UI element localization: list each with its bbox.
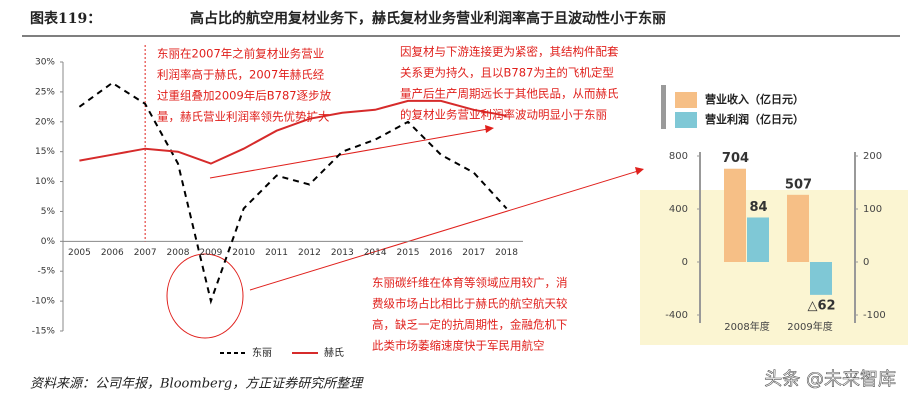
annotation: 利润率高于赫氏，2007年赫氏经 <box>157 68 325 82</box>
bar <box>787 194 809 262</box>
y-tick-label: 0% <box>41 237 56 247</box>
data-label: 84 <box>749 200 767 215</box>
annotation: 量产后生产周期远长于其他民品，从而赫氏 <box>400 87 619 101</box>
x-tick-label: 2009 <box>199 248 222 258</box>
y2-tick-label: 200 <box>863 151 882 162</box>
header-title: 高占比的航空用复材业务下，赫氏复材业务营业利润率高于且波动性小于东丽 <box>190 10 666 27</box>
x-tick-label: 2017 <box>462 248 485 258</box>
x-tick-label: 2010 <box>232 248 255 258</box>
legend-bar <box>661 85 666 129</box>
x-tick-label: 2009年度 <box>787 320 832 333</box>
annotation: 东丽碳纤维在体育等领域应用较广，消 <box>372 276 568 290</box>
legend-label: 赫氏 <box>324 347 344 359</box>
arrow <box>249 170 639 291</box>
y-tick-label: 0 <box>682 257 688 268</box>
header-label: 图表119： <box>30 10 101 27</box>
y-tick-label: -10% <box>32 297 56 307</box>
y-tick-label: 20% <box>35 117 55 127</box>
x-tick-label: 2006 <box>101 248 124 258</box>
annotation: 的复材业务营业利润率波动明显小于东丽 <box>400 108 607 122</box>
legend-swatch <box>675 112 697 128</box>
arrow-head <box>635 167 644 175</box>
x-tick-label: 2007 <box>134 248 157 258</box>
legend-label: 东丽 <box>252 346 272 359</box>
y2-tick-label: 0 <box>863 257 869 268</box>
line-series <box>79 99 507 165</box>
y-tick-label: 25% <box>35 87 55 97</box>
y-tick-label: -5% <box>37 267 55 277</box>
x-tick-label: 2008 <box>167 248 190 258</box>
annotation: 过重组叠加2009年后B787逐步放 <box>157 89 332 103</box>
y-tick-label: -400 <box>665 310 688 321</box>
data-label: 704 <box>722 151 749 166</box>
data-label: △62 <box>807 298 835 313</box>
x-tick-label: 2012 <box>298 248 321 258</box>
data-label: 507 <box>785 177 812 192</box>
legend-label: 营业利润（亿日元） <box>705 112 804 126</box>
legend-label: 营业收入（亿日元） <box>705 92 804 106</box>
x-tick-label: 2011 <box>265 248 288 258</box>
x-tick-label: 2016 <box>429 248 452 258</box>
annotation: 此类市场萎缩速度快于军民用航空 <box>372 339 545 353</box>
legend-swatch <box>675 92 697 108</box>
source: 资料来源：公司年报，Bloomberg，方正证券研究所整理 <box>30 376 364 392</box>
watermark: 头条 @未来智库 <box>764 369 896 390</box>
x-tick-label: 2005 <box>68 248 91 258</box>
annotation: 量，赫氏营业利润率领先优势扩大 <box>157 110 330 124</box>
bar <box>724 168 746 262</box>
annotation: 因复材与下游连接更为紧密，其结构件配套 <box>400 45 619 59</box>
arrow <box>209 128 489 179</box>
y-tick-label: 10% <box>35 177 55 187</box>
y2-tick-label: 100 <box>863 204 882 215</box>
annotation: 东丽在2007年之前复材业务营业 <box>157 47 324 61</box>
y-tick-label: 5% <box>41 207 56 217</box>
arrow-head <box>485 125 494 133</box>
y-tick-label: 30% <box>35 58 55 68</box>
y-tick-label: 15% <box>35 147 55 157</box>
x-tick-label: 2015 <box>397 248 420 258</box>
y-tick-label: -15% <box>32 327 56 337</box>
annotation: 关系更为持久，且以B787为主的飞机定型 <box>400 66 614 80</box>
y2-tick-label: -100 <box>863 310 886 321</box>
x-tick-label: 2008年度 <box>724 320 769 333</box>
highlight-ellipse <box>166 253 244 339</box>
x-tick-label: 2013 <box>331 248 354 258</box>
annotation: 高，缺乏一定的抗周期性，金融危机下 <box>372 318 568 332</box>
y-tick-label: 800 <box>669 151 688 162</box>
bar <box>747 217 769 262</box>
bar <box>810 262 832 295</box>
x-tick-label: 2014 <box>364 248 387 258</box>
x-tick-label: 2018 <box>495 248 518 258</box>
bar-panel-bg <box>640 190 908 345</box>
annotation: 费级市场占比相比于赫氏的航空航天较 <box>372 297 568 311</box>
y-tick-label: 400 <box>669 204 688 215</box>
line-series <box>78 81 508 305</box>
